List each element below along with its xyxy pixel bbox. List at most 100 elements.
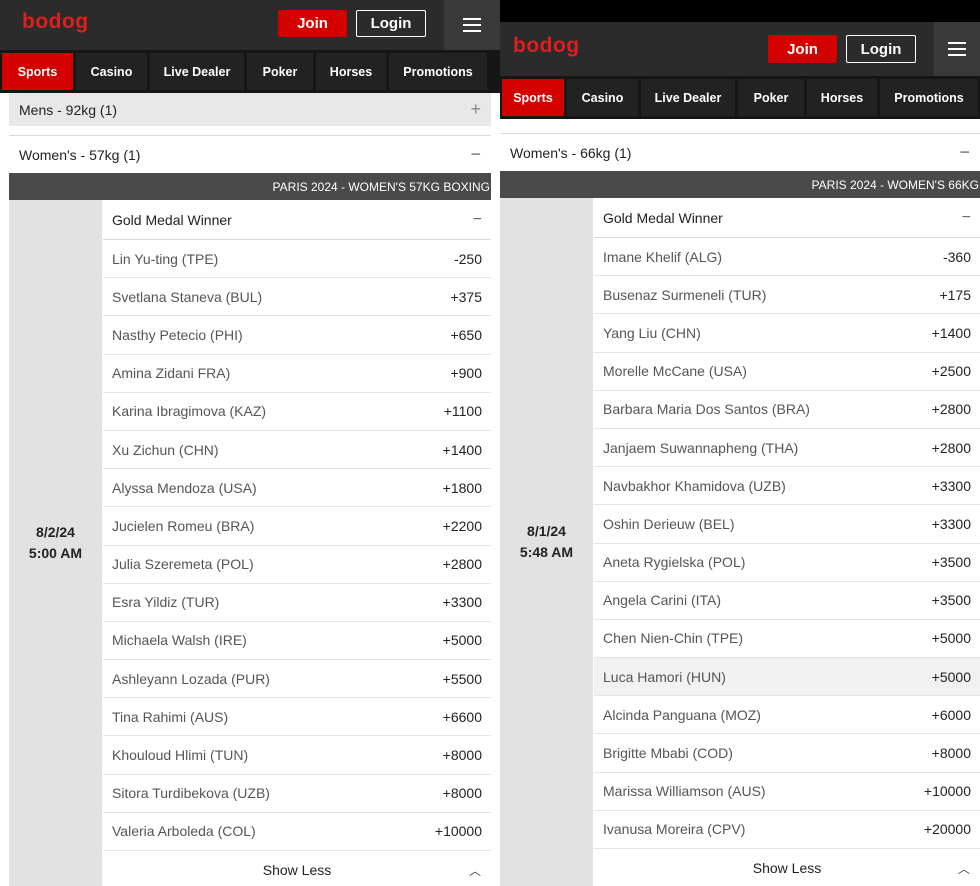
odds-price[interactable]: +8000 [931,745,971,762]
tab-casino[interactable]: Casino [567,79,638,116]
hamburger-menu-icon[interactable] [444,0,500,50]
odds-price[interactable]: -250 [453,250,482,267]
tab-promotions[interactable]: Promotions [880,79,978,116]
tab-sports[interactable]: Sports [502,79,564,116]
odds-price[interactable]: +8000 [442,747,482,764]
outcome-row[interactable]: Brigitte Mbabi (COD) +8000 [594,734,980,773]
market-header[interactable]: Gold Medal Winner − [594,198,980,238]
odds-price[interactable]: +2800 [442,556,482,573]
outcome-row[interactable]: Imane Khelif (ALG) -360 [594,238,980,277]
outcome-row[interactable]: Esra Yildiz (TUR) +3300 [103,584,491,622]
outcome-row[interactable]: Janjaem Suwannapheng (THA) +2800 [594,429,980,468]
odds-price[interactable]: +375 [450,288,482,305]
odds-price[interactable]: +3500 [931,592,971,609]
odds-price[interactable]: +2200 [442,517,482,534]
competitor-name: Aneta Rygielska (POL) [603,554,746,571]
outcome-row[interactable]: Lin Yu-ting (TPE) -250 [103,240,491,279]
tab-poker[interactable]: Poker [247,53,313,90]
tab-live-dealer[interactable]: Live Dealer [641,79,735,116]
odds-price[interactable]: +2800 [931,439,971,456]
odds-price[interactable]: +5500 [442,670,482,687]
category-row-mens-92kg[interactable]: Mens - 92kg (1) + [9,93,491,126]
tab-horses[interactable]: Horses [316,53,386,90]
outcome-row[interactable]: Valeria Arboleda (COL) +10000 [103,813,491,851]
outcome-row[interactable]: Aneta Rygielska (POL) +3500 [594,544,980,582]
expand-plus-icon[interactable]: + [470,99,481,119]
odds-price[interactable]: +6600 [442,708,482,725]
odds-price[interactable]: +3500 [931,554,971,571]
outcome-row[interactable]: Ashleyann Lozada (PUR) +5500 [103,660,491,699]
outcome-row[interactable]: Oshin Derieuw (BEL) +3300 [594,505,980,544]
outcome-row[interactable]: Morelle McCane (USA) +2500 [594,353,980,391]
outcome-row[interactable]: Jucielen Romeu (BRA) +2200 [103,507,491,546]
outcome-row[interactable]: Yang Liu (CHN) +1400 [594,314,980,353]
outcome-row[interactable]: Michaela Walsh (IRE) +5000 [103,622,491,661]
odds-price[interactable]: +5000 [442,632,482,649]
outcome-row[interactable]: Julia Szeremeta (POL) +2800 [103,546,491,584]
bodog-logo[interactable]: bodog [22,10,89,33]
outcome-row[interactable]: Sitora Turdibekova (UZB) +8000 [103,775,491,813]
category-row-womens-66kg[interactable]: Women's - 66kg (1) − [500,133,980,171]
hamburger-menu-icon[interactable] [934,22,980,76]
tab-live-dealer[interactable]: Live Dealer [150,53,244,90]
odds-price[interactable]: +3300 [931,515,971,532]
join-button[interactable]: Join [278,10,347,37]
odds-price[interactable]: +1400 [442,441,482,458]
outcome-row[interactable]: Amina Zidani FRA) +900 [103,355,491,393]
collapse-minus-icon[interactable]: − [959,142,970,162]
login-button[interactable]: Login [356,10,426,37]
odds-price[interactable]: +5000 [931,668,971,685]
odds-price[interactable]: +10000 [923,783,971,800]
odds-price[interactable]: +900 [450,365,482,382]
outcome-row[interactable]: Svetlana Staneva (BUL) +375 [103,278,491,317]
outcome-row[interactable]: Nasthy Petecio (PHI) +650 [103,316,491,355]
odds-price[interactable]: +3300 [442,594,482,611]
outcome-row[interactable]: Xu Zichun (CHN) +1400 [103,431,491,470]
collapse-minus-icon[interactable]: − [470,144,481,164]
odds-price[interactable]: +175 [939,286,971,303]
odds-price[interactable]: -360 [942,248,971,265]
odds-price[interactable]: +8000 [442,785,482,802]
collapse-minus-icon[interactable]: − [961,208,971,226]
odds-price[interactable]: +6000 [931,706,971,723]
outcome-row[interactable]: Khouloud Hlimi (TUN) +8000 [103,736,491,775]
outcome-row[interactable]: Alcinda Panguana (MOZ) +6000 [594,696,980,735]
outcome-row[interactable]: Marissa Williamson (AUS) +10000 [594,773,980,811]
odds-price[interactable]: +1800 [442,479,482,496]
collapse-minus-icon[interactable]: − [472,210,482,228]
odds-price[interactable]: +10000 [434,823,482,840]
outcome-row[interactable]: Angela Carini (ITA) +3500 [594,582,980,620]
outcome-row[interactable]: Karina Ibragimova (KAZ) +1100 [103,393,491,431]
odds-price[interactable]: +2500 [931,363,971,380]
outcome-row[interactable]: Tina Rahimi (AUS) +6600 [103,698,491,737]
outcome-row[interactable]: Barbara Maria Dos Santos (BRA) +2800 [594,391,980,429]
show-less-button[interactable]: Show Less ︿ [594,849,980,886]
outcome-row[interactable]: Chen Nien-Chin (TPE) +5000 [594,620,980,659]
odds-price[interactable]: +3300 [931,477,971,494]
outcome-row[interactable]: Busenaz Surmeneli (TUR) +175 [594,276,980,315]
odds-price[interactable]: +5000 [931,630,971,647]
tab-promotions[interactable]: Promotions [389,53,487,90]
show-less-button[interactable]: Show Less ︿ [103,851,491,886]
tab-horses[interactable]: Horses [807,79,877,116]
tab-casino[interactable]: Casino [76,53,147,90]
odds-price[interactable]: +1400 [931,324,971,341]
category-row-womens-57kg[interactable]: Women's - 57kg (1) − [9,135,491,173]
odds-price[interactable]: +20000 [923,821,971,838]
tab-poker[interactable]: Poker [738,79,804,116]
odds-price[interactable]: +650 [450,326,482,343]
event-date: 8/2/24 [36,524,75,540]
join-button[interactable]: Join [768,35,837,63]
outcome-row[interactable]: Navbakhor Khamidova (UZB) +3300 [594,467,980,506]
market-header[interactable]: Gold Medal Winner − [103,200,491,240]
odds-price[interactable]: +1100 [443,403,482,420]
outcome-row[interactable]: Alyssa Mendoza (USA) +1800 [103,469,491,508]
odds-price[interactable]: +2800 [931,401,971,418]
login-button[interactable]: Login [846,35,916,63]
tab-sports[interactable]: Sports [2,53,73,90]
event-time: 5:00 AM [28,545,83,561]
outcome-row[interactable]: Ivanusa Moreira (CPV) +20000 [594,811,980,849]
outcome-row[interactable]: Luca Hamori (HUN) +5000 [594,658,980,697]
competitor-name: Tina Rahimi (AUS) [112,708,229,725]
bodog-logo[interactable]: bodog [513,34,580,57]
